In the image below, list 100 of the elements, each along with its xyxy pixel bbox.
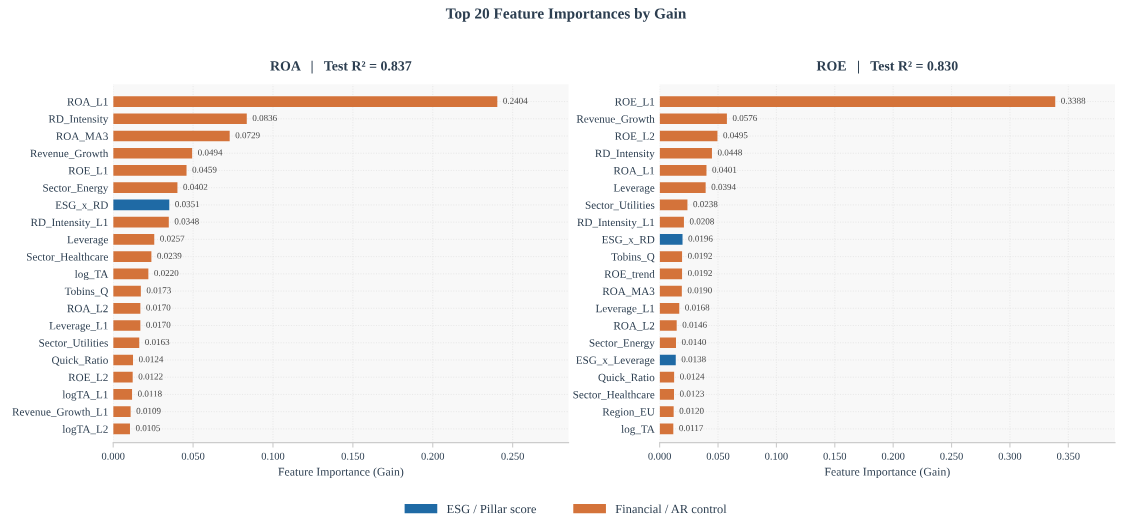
data-label: 0.0163 xyxy=(145,338,170,346)
bar xyxy=(659,96,1056,107)
y-tick-label: ROE_L2 xyxy=(68,373,108,383)
data-label: 0.0401 xyxy=(712,166,737,173)
bar xyxy=(659,234,683,245)
bar xyxy=(659,165,707,176)
bar xyxy=(659,199,688,211)
data-label: 0.0495 xyxy=(723,132,748,139)
y-tick-label: RD_Intensity xyxy=(595,149,655,160)
y-tick-label: Leverage xyxy=(67,235,108,246)
legend-label: Financial / AR control xyxy=(615,504,727,514)
bar xyxy=(113,165,187,176)
data-label: 0.0220 xyxy=(154,270,179,277)
x-tick-label: 0.100 xyxy=(765,452,788,460)
x-tick-label: 0.350 xyxy=(1056,452,1080,460)
bar xyxy=(659,302,680,314)
data-label: 0.0122 xyxy=(138,373,163,380)
bar xyxy=(113,320,141,331)
bar xyxy=(113,389,133,400)
data-label: 0.0208 xyxy=(689,218,714,225)
y-tick-label: ROA_L2 xyxy=(67,304,108,314)
y-tick-label: log_TA xyxy=(74,269,109,281)
y-tick-label: RD_Intensity xyxy=(48,115,109,126)
bar xyxy=(659,268,683,280)
y-tick-label: Revenue_Growth xyxy=(30,149,109,159)
data-label: 0.0402 xyxy=(183,183,208,190)
bar xyxy=(113,251,152,262)
data-label: 0.0140 xyxy=(681,338,707,346)
data-label: 0.0117 xyxy=(679,425,704,432)
y-tick-label: ROA_MA3 xyxy=(56,132,108,142)
bar xyxy=(659,337,676,349)
bar xyxy=(113,302,141,314)
data-label: 0.0576 xyxy=(732,114,758,122)
data-label: 0.0729 xyxy=(235,132,260,139)
y-tick-label: logTA_L2 xyxy=(62,425,108,436)
bar xyxy=(659,389,675,400)
y-tick-label: logTA_L1 xyxy=(62,390,108,401)
data-label: 0.0109 xyxy=(136,407,161,414)
data-label: 0.0138 xyxy=(681,356,706,363)
y-tick-label: ROE_L2 xyxy=(614,132,655,142)
y-tick-label: Revenue_Growth xyxy=(576,114,655,125)
bar xyxy=(659,147,712,159)
y-tick-label: Leverage xyxy=(613,184,655,194)
legend-label: ESG / Pillar score xyxy=(446,504,537,514)
bar xyxy=(113,285,141,297)
y-tick-label: log_TA xyxy=(621,425,655,436)
data-label: 0.0170 xyxy=(146,304,171,311)
y-tick-label: Leverage_L1 xyxy=(595,304,655,315)
y-tick-label: ROE_L1 xyxy=(614,98,655,107)
bar xyxy=(659,285,682,297)
data-label: 0.0105 xyxy=(135,425,161,432)
data-label: 0.0238 xyxy=(693,201,718,208)
bar xyxy=(113,130,230,142)
y-tick-label: ROA_L2 xyxy=(613,322,655,331)
data-label: 0.0120 xyxy=(679,407,704,414)
y-tick-label: Quick_Ratio xyxy=(52,356,108,366)
data-label: 0.0170 xyxy=(146,321,171,328)
bar xyxy=(113,354,134,366)
x-tick-label: 0.250 xyxy=(940,452,963,460)
data-label: 0.0394 xyxy=(711,183,736,190)
x-tick-label: 0.100 xyxy=(261,452,285,460)
x-tick-label: 0.050 xyxy=(181,452,205,460)
data-label: 0.0123 xyxy=(679,390,705,397)
data-label: 0.3388 xyxy=(1061,97,1086,104)
data-label: 0.0351 xyxy=(175,201,200,208)
data-label: 0.0459 xyxy=(192,166,217,173)
y-tick-label: ESG_x_Leverage xyxy=(576,356,655,367)
y-tick-label: Sector_Energy xyxy=(589,339,655,349)
y-tick-label: Sector_Energy xyxy=(43,184,109,194)
data-label: 0.0173 xyxy=(146,287,171,294)
x-tick-label: 0.300 xyxy=(998,452,1022,460)
bar xyxy=(659,113,727,125)
y-tick-label: ROA_L1 xyxy=(613,166,655,176)
data-label: 0.0196 xyxy=(688,235,713,242)
bar xyxy=(113,113,247,125)
y-tick-label: Region_EU xyxy=(602,408,655,418)
bar xyxy=(659,182,706,194)
data-label: 0.0146 xyxy=(682,321,707,328)
x-tick-label: 0.150 xyxy=(823,452,847,460)
bar xyxy=(659,130,718,142)
chart-title: Top 20 Feature Importances by Gain xyxy=(445,7,687,22)
x-tick-label: 0.200 xyxy=(421,452,445,460)
x-tick-label: 0.000 xyxy=(101,452,125,460)
data-label: 0.0348 xyxy=(174,218,199,225)
bar xyxy=(659,320,677,331)
y-tick-label: Leverage_L1 xyxy=(49,322,108,332)
bar xyxy=(113,182,178,194)
x-tick-label: 0.000 xyxy=(648,452,671,460)
data-label: 0.0836 xyxy=(252,114,277,122)
y-tick-label: Sector_Utilities xyxy=(39,338,108,349)
data-label: 0.0124 xyxy=(680,373,705,380)
bar xyxy=(659,251,683,262)
y-tick-label: Tobins_Q xyxy=(611,252,655,263)
data-label: 0.0257 xyxy=(160,235,185,242)
data-label: 0.0239 xyxy=(157,252,182,259)
data-label: 0.0190 xyxy=(687,287,712,294)
y-tick-label: ROA_L1 xyxy=(67,98,108,107)
data-label: 0.0494 xyxy=(198,149,223,156)
bar xyxy=(113,216,169,228)
y-tick-label: RD_Intensity_L1 xyxy=(30,218,108,229)
